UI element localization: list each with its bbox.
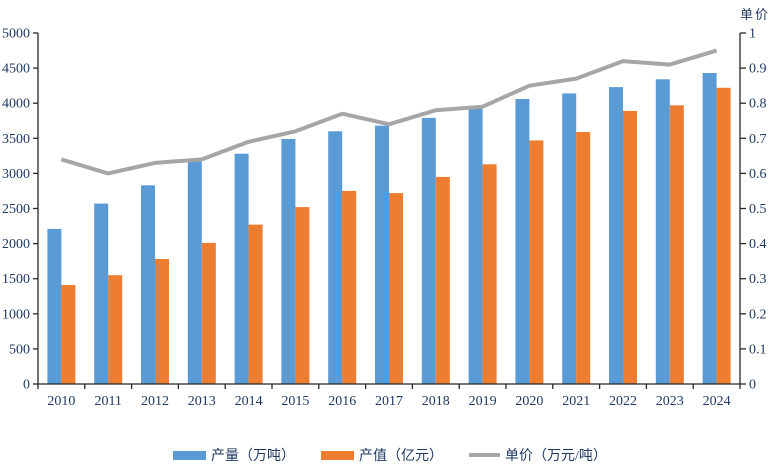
x-axis-label-2014: 2014 <box>235 394 263 409</box>
production-bar-2012 <box>141 185 155 384</box>
left-axis-tick-label: 500 <box>9 342 30 357</box>
left-axis-tick-label: 0 <box>23 378 30 393</box>
right-axis-tick-label: 0.4 <box>749 237 767 252</box>
right-axis-tick-label: 0.1 <box>749 342 767 357</box>
right-axis-tick-label: 0.3 <box>749 272 767 287</box>
output-value-bar-2015 <box>295 207 310 384</box>
output-value-bar-2020 <box>529 140 544 384</box>
x-axis-label-2015: 2015 <box>281 394 309 409</box>
left-axis-tick-label: 4000 <box>2 97 30 112</box>
unit-price-line <box>60 48 718 176</box>
left-axis-tick-label: 3500 <box>2 132 30 147</box>
production-bar-2016 <box>328 131 343 384</box>
left-axis-tick-label: 2500 <box>2 202 30 217</box>
production-bar-2022 <box>609 87 623 384</box>
production-bar-2024 <box>702 73 717 384</box>
production-bar-2011 <box>94 203 109 384</box>
x-axis-label-2019: 2019 <box>469 394 497 409</box>
left-axis-tick-label: 2000 <box>2 237 30 252</box>
x-axis-label-2021: 2021 <box>562 394 590 409</box>
x-axis-label-2022: 2022 <box>609 394 637 409</box>
production-bar-2015 <box>281 139 296 384</box>
legend-item-production: 产量（万吨） <box>173 445 295 465</box>
output-value-bar-2013 <box>201 242 216 384</box>
left-axis-tick-label: 5000 <box>2 27 30 42</box>
legend-label-output-value: 产值（亿元） <box>359 449 444 464</box>
production-bar-2017 <box>375 125 389 384</box>
output-value-bar-2012 <box>155 259 169 384</box>
right-axis-tick-label: 0.5 <box>749 202 767 217</box>
right-axis-tick-label: 0.6 <box>749 167 767 182</box>
legend-swatch-production-bar <box>173 450 207 460</box>
output-value-bar-2023 <box>669 105 684 385</box>
output-value-bar-2021 <box>576 132 591 384</box>
output-value-bar-2024 <box>716 87 731 385</box>
right-axis-tick-label: 0.8 <box>749 97 767 112</box>
x-axis-label-2012: 2012 <box>141 394 169 409</box>
x-axis-label-2020: 2020 <box>515 394 543 409</box>
right-axis-tick-label: 0.7 <box>749 132 767 147</box>
output-value-bar-2014 <box>248 224 263 384</box>
output-value-bar-2019 <box>482 164 497 384</box>
x-axis-label-2016: 2016 <box>328 394 356 409</box>
right-axis-tick-label: 0.9 <box>749 62 767 77</box>
legend: 产量（万吨） 产值（亿元） 单价（万元/吨） <box>0 445 780 465</box>
left-axis-tick-label: 1500 <box>2 272 30 287</box>
legend-swatch-unit-price-line <box>469 453 501 457</box>
right-axis-tick-label: 0 <box>749 378 756 393</box>
left-axis-tick-label: 3000 <box>2 167 30 182</box>
legend-label-production: 产量（万吨） <box>211 449 296 464</box>
x-axis-label-2011: 2011 <box>94 394 121 409</box>
left-axis-tick-label: 4500 <box>2 62 30 77</box>
output-value-bar-2010 <box>61 285 76 384</box>
production-bar-2010 <box>47 228 62 384</box>
right-axis-tick-label: 1 <box>749 27 756 42</box>
right-axis-tick-label: 0.2 <box>749 307 767 322</box>
output-value-bar-2011 <box>108 275 123 384</box>
production-bar-2023 <box>655 79 670 385</box>
production-bar-2020 <box>515 99 530 384</box>
output-value-bar-2017 <box>389 193 403 384</box>
x-axis-label-2013: 2013 <box>188 394 216 409</box>
right-axis-title: 单价 <box>740 7 771 22</box>
production-bar-2021 <box>562 93 577 385</box>
production-bar-2014 <box>234 153 249 384</box>
x-axis-label-2017: 2017 <box>375 394 403 409</box>
legend-label-unit-price: 单价（万元/吨） <box>505 449 607 464</box>
production-bar-2018 <box>421 117 436 385</box>
chart-svg: 0 500 1000 1500 2000 2500 3000 3500 4000 4500 5000… <box>2 27 767 410</box>
output-value-bar-2022 <box>623 110 637 385</box>
x-axis-label-2023: 2023 <box>656 394 684 409</box>
x-axis-label-2024: 2024 <box>703 394 731 409</box>
x-axis-label-2018: 2018 <box>422 394 450 409</box>
production-bar-2013 <box>187 161 202 384</box>
left-axis-tick-label: 1000 <box>2 307 30 322</box>
output-value-bar-2016 <box>342 190 357 384</box>
x-axis-label-2010: 2010 <box>47 394 75 409</box>
production-bar-2019 <box>468 106 483 384</box>
legend-swatch-output-value-bar <box>321 450 355 460</box>
output-value-bar-2018 <box>435 176 450 384</box>
legend-item-output-value: 产值（亿元） <box>321 445 443 465</box>
legend-item-unit-price: 单价（万元/吨） <box>469 445 607 465</box>
